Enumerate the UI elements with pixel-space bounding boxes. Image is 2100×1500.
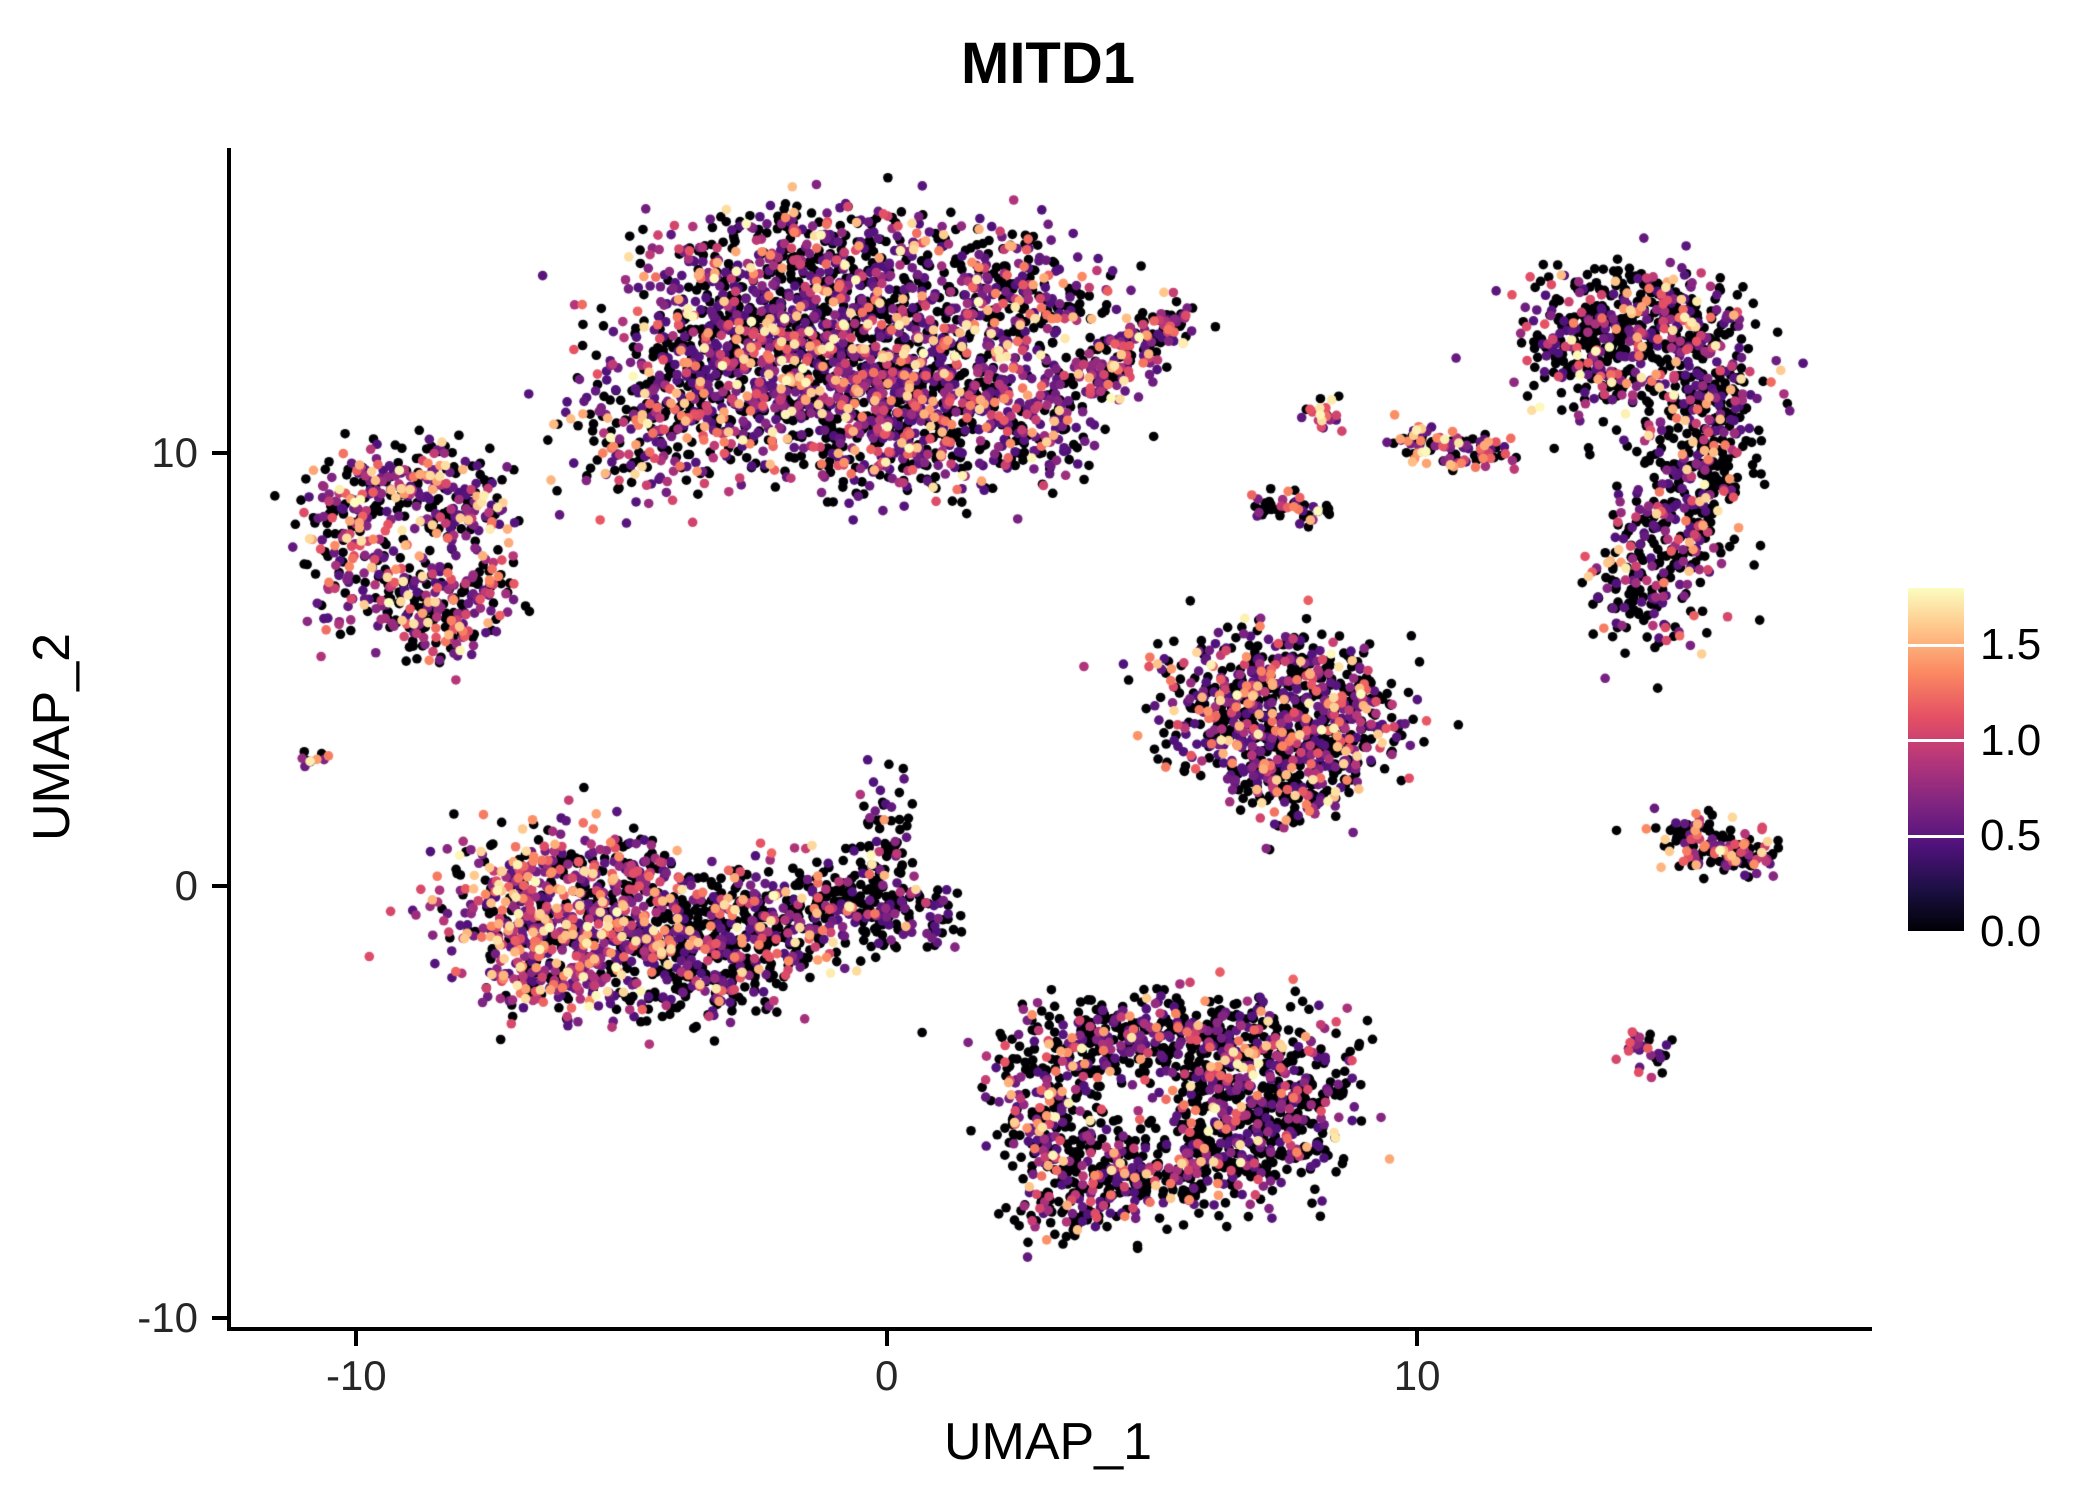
y-tick-mark: [212, 883, 227, 888]
y-tick-mark: [212, 1316, 227, 1321]
x-tick-mark: [884, 1331, 889, 1346]
legend-gradient-bar: [1908, 588, 1964, 932]
legend-tick-mark: [1908, 930, 1964, 934]
x-tick-label: -10: [325, 1352, 387, 1399]
y-tick-label: 10: [151, 429, 198, 477]
y-tick-label: -10: [137, 1294, 198, 1342]
y-axis-line: [227, 148, 231, 1331]
y-axis-title: UMAP_2: [23, 632, 81, 842]
x-tick-mark: [354, 1331, 359, 1346]
legend-tick-label: 0.0: [1980, 907, 2042, 956]
legend-tick-label: 1.0: [1980, 715, 2042, 765]
legend-tick-mark: [1908, 739, 1964, 743]
x-tick-label: 10: [1393, 1352, 1441, 1399]
legend-tick-mark: [1908, 643, 1964, 647]
x-tick-mark: [1415, 1331, 1420, 1346]
x-axis-line: [227, 1327, 1872, 1331]
y-tick-label: 0: [174, 861, 198, 909]
y-tick-mark: [212, 451, 227, 456]
legend-tick-label: 1.5: [1980, 620, 2042, 670]
x-tick-label: 0: [875, 1352, 899, 1399]
legend-tick-label: 0.5: [1980, 811, 2042, 861]
x-axis-title: UMAP_1: [943, 1413, 1153, 1471]
legend-colorbar: 1.5 1.0 0.5 0.0: [1900, 580, 2100, 956]
plot-title: MITD1: [961, 31, 1135, 96]
legend-tick-mark: [1908, 834, 1964, 838]
